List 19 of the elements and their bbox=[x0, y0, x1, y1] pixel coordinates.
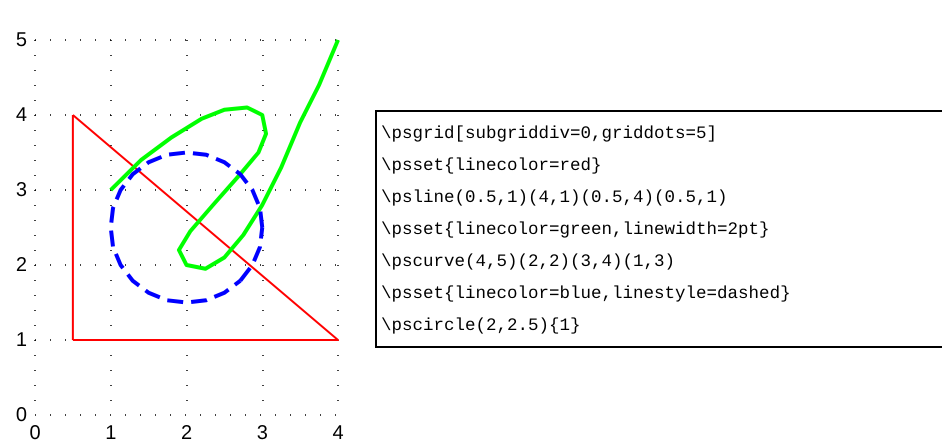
y-tick-label: 1 bbox=[16, 329, 27, 351]
text: \psset{linecolor=green,linewidth=2pt} bbox=[381, 219, 771, 242]
y-tick-label: 2 bbox=[16, 254, 27, 276]
text: \pscircle(2,2.5){1} bbox=[381, 315, 582, 338]
x-tick-label: 2 bbox=[180, 422, 192, 444]
text: \psset{linecolor=red} bbox=[381, 155, 603, 178]
x-tick-label: 0 bbox=[29, 422, 41, 444]
x-tick-label: 1 bbox=[105, 422, 116, 444]
y-tick-label: 5 bbox=[16, 29, 27, 51]
x-tick-label: 3 bbox=[256, 422, 268, 444]
y-tick-label: 4 bbox=[16, 104, 27, 126]
text: \psset{linecolor=blue,linestyle=dashed} bbox=[381, 283, 792, 306]
text: \psgrid[subgriddiv=0,griddots=5] bbox=[381, 123, 718, 146]
x-tick-label: 4 bbox=[332, 422, 344, 444]
text: \psline(0.5,1)(4,1)(0.5,4)(0.5,1) bbox=[381, 187, 729, 210]
y-tick-label: 0 bbox=[16, 404, 27, 426]
text: \pscurve(4,5)(2,2)(3,4)(1,3) bbox=[381, 251, 676, 274]
line-series bbox=[108, 38, 340, 271]
y-tick-label: 3 bbox=[16, 179, 27, 201]
